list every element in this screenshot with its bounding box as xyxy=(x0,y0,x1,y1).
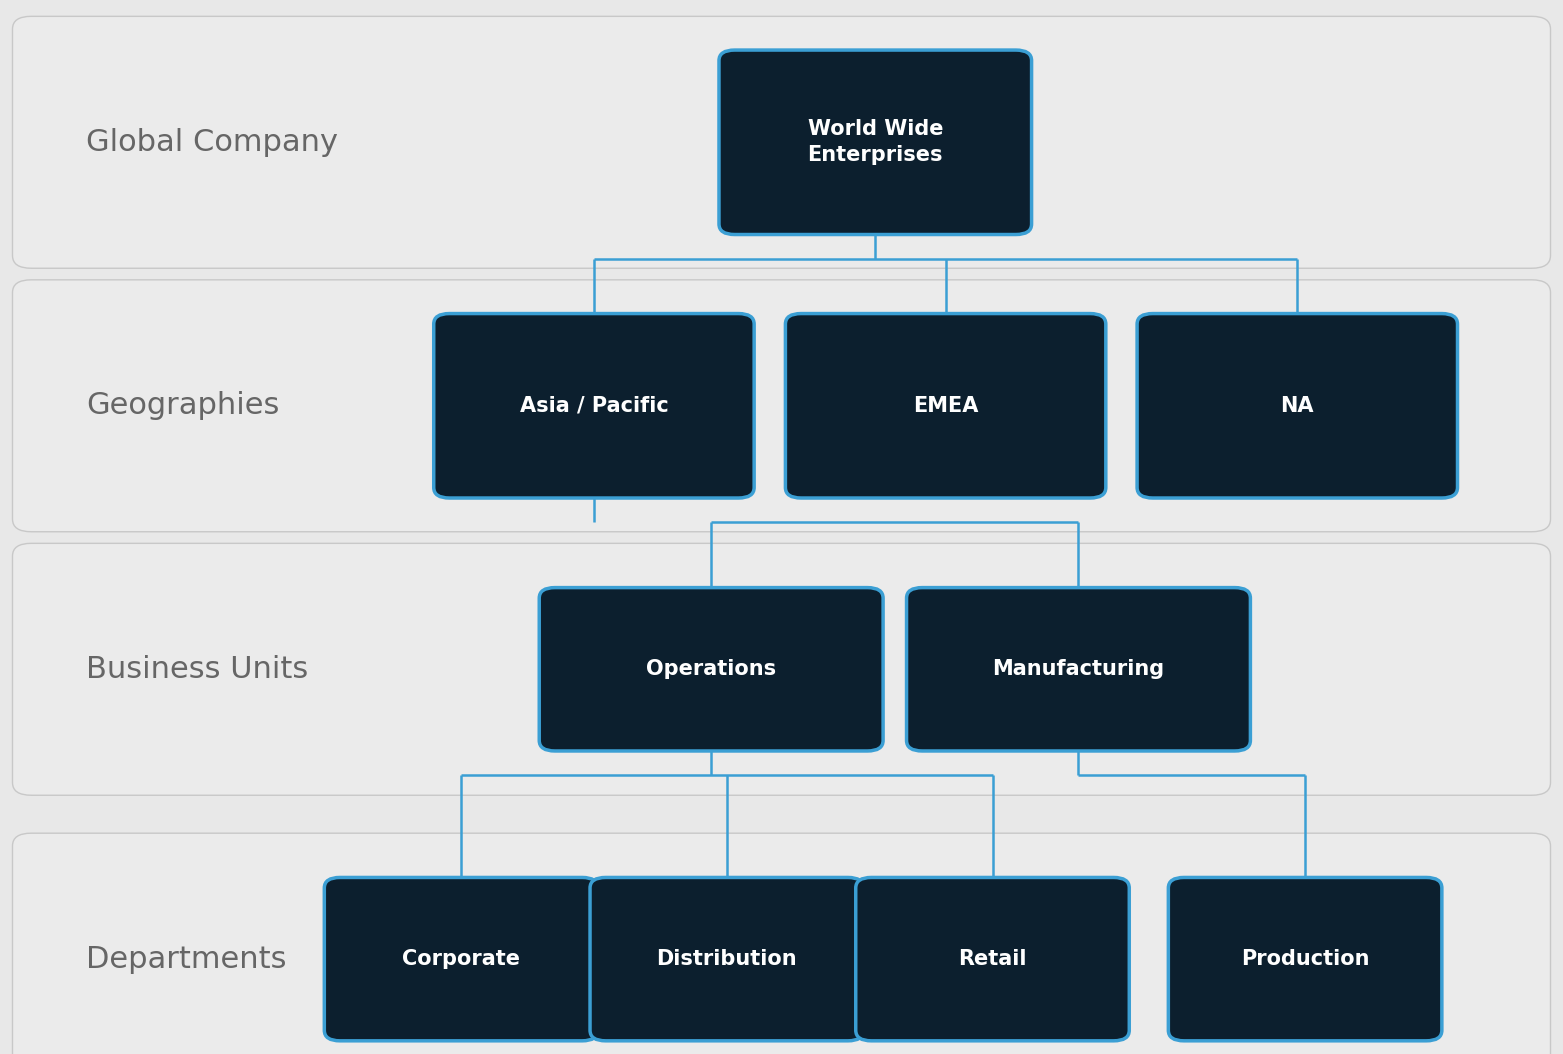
FancyBboxPatch shape xyxy=(1168,877,1441,1041)
FancyBboxPatch shape xyxy=(13,280,1550,532)
Text: NA: NA xyxy=(1280,396,1314,415)
Text: Distribution: Distribution xyxy=(656,950,797,969)
FancyBboxPatch shape xyxy=(13,16,1550,269)
FancyBboxPatch shape xyxy=(324,877,597,1041)
Text: Manufacturing: Manufacturing xyxy=(993,660,1164,679)
FancyBboxPatch shape xyxy=(785,314,1105,499)
Text: EMEA: EMEA xyxy=(913,396,978,415)
Text: Departments: Departments xyxy=(86,944,286,974)
FancyBboxPatch shape xyxy=(857,877,1128,1041)
FancyBboxPatch shape xyxy=(719,50,1032,234)
Text: Business Units: Business Units xyxy=(86,655,308,684)
Text: Operations: Operations xyxy=(646,660,777,679)
Text: Retail: Retail xyxy=(958,950,1027,969)
Text: World Wide
Enterprises: World Wide Enterprises xyxy=(808,119,942,165)
FancyBboxPatch shape xyxy=(1136,314,1457,499)
FancyBboxPatch shape xyxy=(539,588,883,750)
FancyBboxPatch shape xyxy=(13,833,1550,1054)
FancyBboxPatch shape xyxy=(433,314,753,499)
Text: Geographies: Geographies xyxy=(86,391,280,421)
Text: Corporate: Corporate xyxy=(402,950,520,969)
Text: Global Company: Global Company xyxy=(86,128,338,157)
FancyBboxPatch shape xyxy=(907,588,1250,750)
Text: Asia / Pacific: Asia / Pacific xyxy=(519,396,669,415)
FancyBboxPatch shape xyxy=(13,544,1550,795)
Text: Production: Production xyxy=(1241,950,1369,969)
FancyBboxPatch shape xyxy=(591,877,863,1041)
